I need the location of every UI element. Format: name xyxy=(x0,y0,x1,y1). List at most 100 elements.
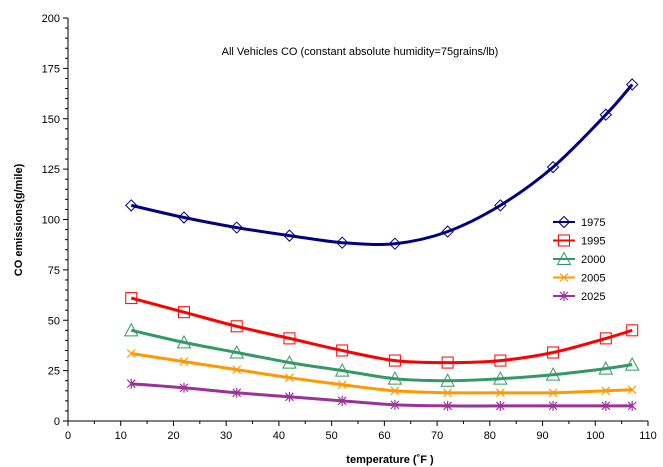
data-point-2005 xyxy=(179,357,189,366)
x-tick-label: 10 xyxy=(115,430,127,442)
series-line-1975 xyxy=(130,83,634,247)
data-point-2025 xyxy=(232,387,242,398)
data-point-2000 xyxy=(334,363,350,377)
data-point-1975 xyxy=(599,108,613,121)
series-1975 xyxy=(125,78,639,250)
data-point-2000 xyxy=(387,371,403,385)
data-point-2000 xyxy=(598,361,614,375)
series-layer xyxy=(123,78,640,411)
legend-marker-2000 xyxy=(556,251,572,265)
data-point-1975 xyxy=(388,237,402,250)
legend-label-2025: 2025 xyxy=(581,291,605,303)
x-tick-label: 60 xyxy=(378,430,390,442)
y-tick-label: 125 xyxy=(42,164,60,176)
x-tick-label: 90 xyxy=(536,430,548,442)
legend-marker-1975 xyxy=(557,215,571,229)
data-point-1975 xyxy=(625,78,639,91)
data-point-2025 xyxy=(443,400,453,411)
data-point-1995 xyxy=(388,354,401,367)
legend-marker-1995 xyxy=(558,234,570,247)
legend-label-2005: 2005 xyxy=(581,273,605,285)
data-point-1975 xyxy=(283,229,296,242)
x-axis-title: temperature (˚F ) xyxy=(346,454,434,466)
data-point-2005 xyxy=(337,380,347,390)
data-point-2005 xyxy=(390,386,400,396)
legend-label-2000: 2000 xyxy=(581,254,605,266)
x-tick-label: 50 xyxy=(326,430,338,442)
data-point-2005 xyxy=(548,388,558,398)
legend-item-1995: 1995 xyxy=(553,234,605,248)
data-point-2025 xyxy=(548,400,558,411)
y-axis-title: CO emissions(g/mile) xyxy=(13,163,25,276)
data-point-2005 xyxy=(601,386,611,396)
data-point-2025 xyxy=(337,395,347,406)
x-tick-label: 80 xyxy=(484,430,496,442)
data-point-1995 xyxy=(125,292,138,305)
y-tick-label: 75 xyxy=(48,265,60,277)
y-tick-label: 175 xyxy=(42,63,60,75)
legend: 1975 1995 2000 2005 2025 xyxy=(553,215,605,303)
data-point-1995 xyxy=(441,356,454,369)
data-point-2000 xyxy=(545,367,561,381)
legend-label-1995: 1995 xyxy=(581,236,605,248)
data-point-2025 xyxy=(495,400,505,411)
data-point-1975 xyxy=(494,199,507,212)
data-point-2025 xyxy=(601,400,611,411)
data-point-2025 xyxy=(179,382,189,393)
data-point-2000 xyxy=(229,344,245,359)
data-point-2025 xyxy=(390,399,400,410)
data-point-2005 xyxy=(285,373,294,383)
y-tick-label: 150 xyxy=(42,114,60,126)
y-tick-label: 25 xyxy=(48,366,60,378)
legend-label-1975: 1975 xyxy=(581,217,605,229)
y-tick-label: 50 xyxy=(48,315,60,327)
series-2000 xyxy=(123,322,640,387)
legend-item-2025: 2025 xyxy=(553,291,605,303)
x-tick-label: 20 xyxy=(167,430,179,442)
data-point-1975 xyxy=(441,225,454,238)
data-point-1995 xyxy=(336,344,349,357)
data-point-1975 xyxy=(177,211,191,224)
data-point-2005 xyxy=(443,388,453,398)
legend-marker-2005 xyxy=(559,273,569,282)
chart-title: All Vehicles CO (constant absolute humid… xyxy=(222,46,499,58)
data-point-2025 xyxy=(627,400,637,411)
series-line-2000 xyxy=(130,328,633,383)
data-point-1975 xyxy=(230,221,243,234)
data-point-2000 xyxy=(493,371,508,385)
data-point-1975 xyxy=(125,199,138,212)
data-point-2005 xyxy=(627,385,637,395)
legend-item-2000: 2000 xyxy=(553,251,605,266)
data-point-1995 xyxy=(547,346,560,359)
data-point-1995 xyxy=(178,306,190,319)
data-point-2000 xyxy=(282,355,297,369)
series-2005 xyxy=(126,349,637,398)
data-point-1995 xyxy=(626,324,639,337)
x-tick-label: 110 xyxy=(639,430,657,442)
x-tick-label: 100 xyxy=(586,430,604,442)
x-tick-label: 70 xyxy=(431,430,443,442)
data-point-1995 xyxy=(599,332,612,345)
series-line-1995 xyxy=(130,296,633,365)
y-tick-label: 0 xyxy=(54,416,60,428)
data-point-2025 xyxy=(126,378,136,389)
y-tick-label: 200 xyxy=(42,13,60,25)
series-2025 xyxy=(126,378,637,411)
data-point-2000 xyxy=(123,322,139,337)
data-point-1975 xyxy=(546,160,560,174)
data-point-1995 xyxy=(494,354,507,367)
data-point-1995 xyxy=(230,320,243,333)
y-tick-label: 100 xyxy=(42,215,60,227)
data-point-1975 xyxy=(335,236,349,249)
legend-item-1975: 1975 xyxy=(553,215,605,229)
legend-marker-2025 xyxy=(559,291,569,301)
data-point-2005 xyxy=(126,349,136,358)
data-point-2000 xyxy=(624,357,640,371)
data-point-2000 xyxy=(176,334,192,349)
x-tick-label: 30 xyxy=(220,430,232,442)
x-tick-label: 40 xyxy=(273,430,285,442)
x-tick-label: 0 xyxy=(65,430,71,442)
data-point-1995 xyxy=(283,332,296,345)
